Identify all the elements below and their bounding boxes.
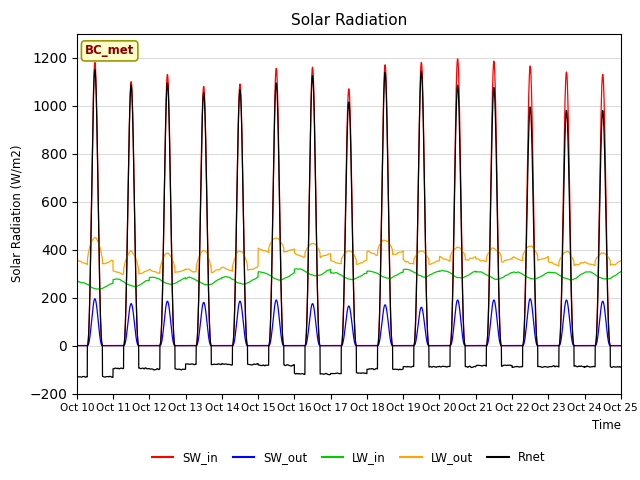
Title: Solar Radiation: Solar Radiation	[291, 13, 407, 28]
LW_in	[502, 273, 509, 278]
SW_in	[73, 343, 81, 348]
Rnet	[502, 362, 509, 368]
LW_out	[502, 257, 509, 263]
LW_out	[73, 258, 81, 264]
LW_in	[329, 270, 337, 276]
SW_in	[616, 343, 624, 348]
LW_out	[92, 235, 99, 240]
LW_out	[471, 254, 479, 260]
SW_in	[471, 343, 479, 348]
Rnet	[617, 364, 625, 370]
Line: Rnet: Rnet	[77, 70, 621, 377]
LW_out	[617, 258, 625, 264]
SW_out	[73, 343, 81, 348]
Y-axis label: Solar Radiation (W/m2): Solar Radiation (W/m2)	[11, 145, 24, 282]
Rnet	[616, 364, 624, 370]
LW_in	[617, 269, 625, 275]
Rnet	[171, 342, 179, 348]
SW_out	[441, 343, 449, 348]
Rnet	[108, 374, 116, 380]
SW_in	[328, 343, 336, 348]
Text: BC_met: BC_met	[85, 44, 134, 58]
SW_in	[502, 343, 509, 348]
X-axis label: Time: Time	[592, 419, 621, 432]
SW_out	[502, 343, 509, 348]
Rnet	[471, 364, 479, 370]
Rnet	[91, 67, 99, 72]
SW_out	[616, 343, 624, 348]
Line: LW_out: LW_out	[77, 238, 621, 275]
SW_in	[440, 343, 448, 348]
Line: SW_out: SW_out	[77, 299, 621, 346]
LW_in	[73, 279, 81, 285]
LW_out	[118, 272, 126, 277]
LW_in	[441, 268, 449, 274]
SW_in	[171, 342, 179, 348]
LW_in	[616, 269, 624, 275]
LW_in	[292, 266, 300, 272]
LW_out	[441, 256, 449, 262]
SW_in	[454, 56, 461, 62]
SW_out	[91, 296, 99, 302]
LW_out	[616, 258, 624, 264]
SW_out	[171, 343, 179, 348]
LW_in	[471, 268, 479, 274]
LW_out	[171, 265, 179, 271]
SW_in	[617, 343, 625, 348]
SW_out	[471, 343, 479, 348]
SW_out	[617, 343, 625, 348]
LW_in	[171, 281, 179, 287]
Rnet	[441, 363, 449, 369]
LW_in	[95, 286, 103, 292]
SW_out	[329, 343, 337, 348]
Line: SW_in: SW_in	[77, 59, 621, 346]
Line: LW_in: LW_in	[77, 269, 621, 289]
Legend: SW_in, SW_out, LW_in, LW_out, Rnet: SW_in, SW_out, LW_in, LW_out, Rnet	[147, 446, 550, 469]
Rnet	[329, 371, 337, 376]
LW_out	[329, 258, 337, 264]
Rnet	[73, 374, 81, 380]
